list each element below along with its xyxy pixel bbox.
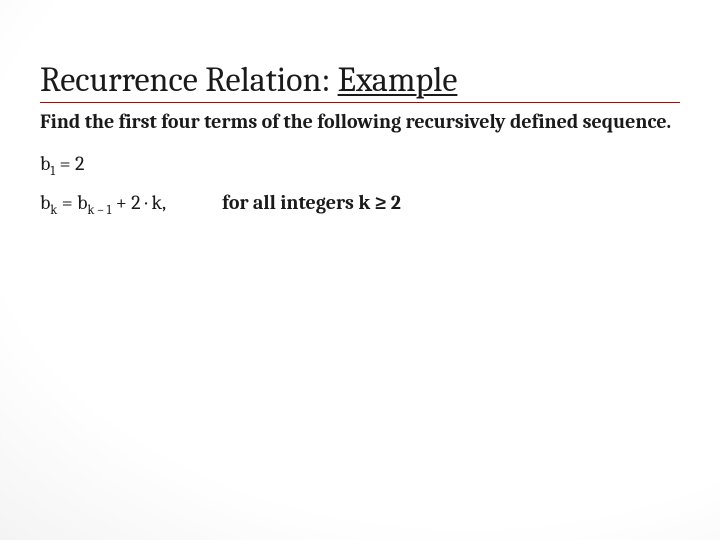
condition-text: for all integers k ≥ 2 (222, 191, 401, 214)
title-prefix: Recurrence Relation: (40, 60, 338, 100)
rec-tail: + 2 · k, (111, 191, 166, 214)
prompt-text: Find the first four terms of the followi… (40, 109, 680, 134)
base-eq: = (55, 152, 75, 175)
base-case: b1 = 2 (40, 152, 680, 175)
rec-sub-km1: k – 1 (88, 203, 112, 218)
recursive-case-row: bk = bk – 1 + 2 · k, for all integers k … (40, 191, 680, 214)
rec-var2: b (77, 191, 87, 214)
base-val: 2 (75, 152, 84, 175)
slide-container: Recurrence Relation: Example Find the fi… (0, 0, 720, 540)
slide-title: Recurrence Relation: Example (40, 60, 680, 103)
base-var: b (40, 152, 50, 175)
rec-eq: = (57, 191, 77, 214)
title-underlined: Example (338, 60, 458, 100)
recursive-case: bk = bk – 1 + 2 · k, (40, 191, 166, 214)
rec-var: b (40, 191, 50, 214)
